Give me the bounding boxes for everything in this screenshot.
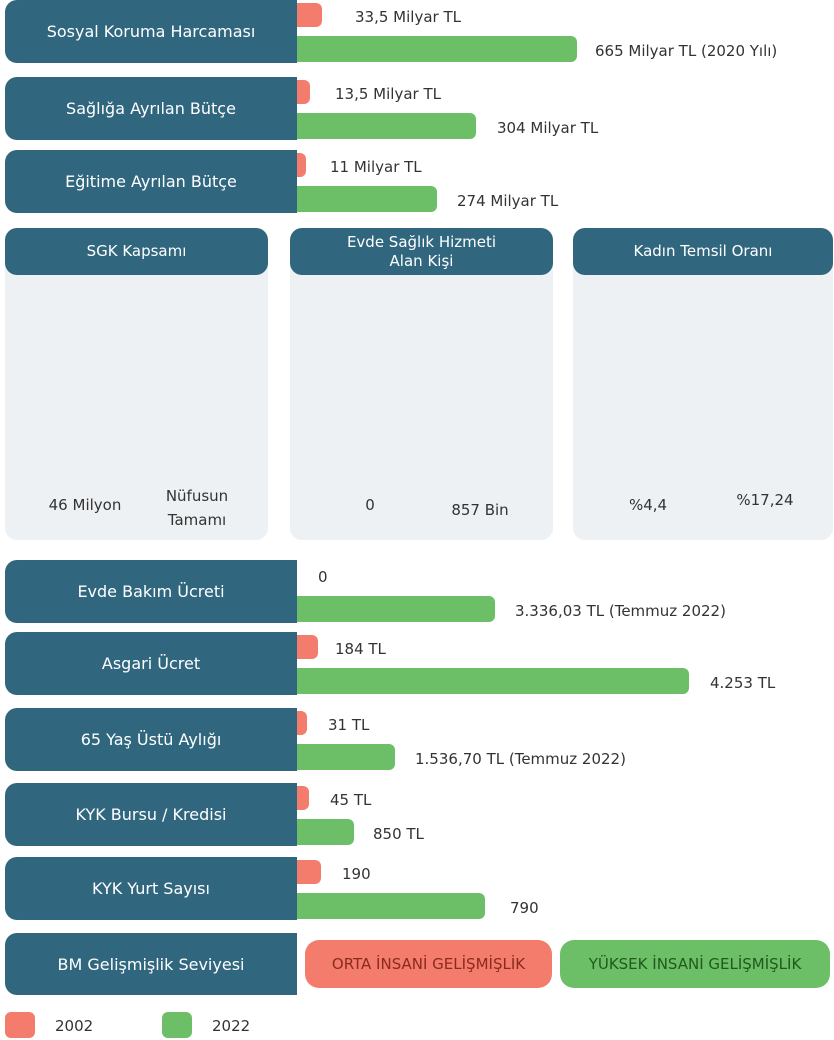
row-label: Eğitime Ayrılan Bütçe: [5, 150, 297, 213]
legend-label: 2022: [212, 1017, 251, 1035]
bar-2022: [297, 744, 395, 770]
row-label: KYK Bursu / Kredisi: [5, 783, 297, 846]
bar-2022: [297, 819, 354, 845]
legend-swatch: [162, 1012, 192, 1038]
row-label: BM Gelişmişlik Seviyesi: [5, 933, 297, 995]
bar-2002: [297, 786, 309, 810]
value-2022: 3.336,03 TL (Temmuz 2022): [515, 602, 726, 620]
value-2022: 850 TL: [373, 825, 424, 843]
value-2002: 190: [342, 865, 371, 883]
value-2022: 4.253 TL: [710, 674, 776, 692]
row-label: Sağlığa Ayrılan Bütçe: [5, 77, 297, 140]
caption: 46 Milyon: [48, 496, 122, 514]
pill-2002: ORTA İNSANİ GELİŞMİŞLİK: [305, 940, 552, 988]
bar-2022: [297, 668, 689, 694]
caption: %17,24: [736, 491, 794, 509]
row-label: Sosyal Koruma Harcaması: [5, 0, 297, 63]
bar-2022: [297, 893, 485, 919]
caption: 0: [365, 496, 375, 514]
panel: [573, 228, 833, 540]
caption: %4,4: [628, 496, 668, 514]
row-label: 65 Yaş Üstü Aylığı: [5, 708, 297, 771]
bar-2022: [297, 186, 437, 212]
caption: 857 Bin: [451, 501, 509, 519]
bar-2002: [297, 3, 322, 27]
bar-2002: [297, 635, 318, 659]
bar-2022: [297, 113, 476, 139]
bar-2002: [297, 153, 306, 177]
panel-title: SGK Kapsamı: [5, 228, 268, 275]
value-2022: 1.536,70 TL (Temmuz 2022): [415, 750, 626, 768]
panel-title: Kadın Temsil Oranı: [573, 228, 833, 275]
value-2002: 45 TL: [330, 791, 372, 809]
value-2002: 0: [318, 568, 328, 586]
legend-label: 2002: [55, 1017, 94, 1035]
value-2022: 790: [510, 899, 539, 917]
panel-title: Evde Sağlık Hizmeti Alan Kişi: [290, 228, 553, 275]
bar-2022: [297, 36, 577, 62]
panel: [5, 228, 268, 540]
row-label: Asgari Ücret: [5, 632, 297, 695]
row-label: KYK Yurt Sayısı: [5, 857, 297, 920]
bar-2002: [297, 860, 321, 884]
caption: Nüfusun Tamamı: [165, 487, 229, 529]
panel: [290, 228, 553, 540]
value-2022: 304 Milyar TL: [497, 119, 599, 137]
value-2022: 274 Milyar TL: [457, 192, 559, 210]
value-2002: 184 TL: [335, 640, 386, 658]
bar-2002: [297, 711, 307, 735]
bar-2022: [297, 596, 495, 622]
legend-swatch: [5, 1012, 35, 1038]
value-2002: 33,5 Milyar TL: [355, 8, 461, 26]
pill-2022: YÜKSEK İNSANİ GELİŞMİŞLİK: [560, 940, 830, 988]
bar-2002: [297, 80, 310, 104]
value-2022: 665 Milyar TL (2020 Yılı): [595, 42, 778, 60]
value-2002: 31 TL: [328, 716, 370, 734]
row-label: Evde Bakım Ücreti: [5, 560, 297, 623]
value-2002: 13,5 Milyar TL: [335, 85, 441, 103]
value-2002: 11 Milyar TL: [330, 158, 422, 176]
